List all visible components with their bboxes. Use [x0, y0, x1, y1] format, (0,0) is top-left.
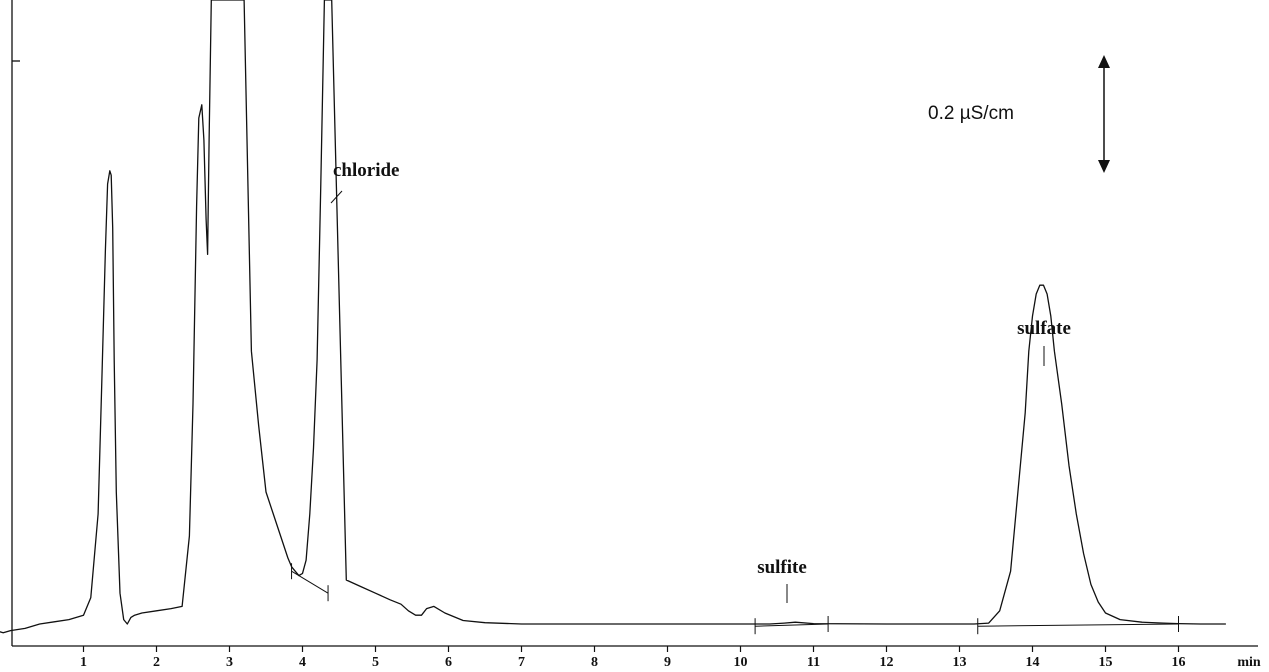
scale-bar-arrow-up-icon — [1098, 55, 1110, 68]
scale-bar-label: 0.2 µS/cm — [928, 103, 1014, 124]
x-tick-label-2: 2 — [153, 655, 160, 670]
scale-bar-arrow-down-icon — [1098, 160, 1110, 173]
x-tick-label-8: 8 — [591, 655, 598, 670]
baseline-segment — [977, 623, 1179, 627]
x-axis-tick-labels: 1 2 3 4 5 6 7 8 9 10 11 12 13 14 15 16 — [80, 655, 1186, 670]
x-tick-label-11: 11 — [807, 655, 820, 670]
baseline-segment — [291, 570, 329, 594]
chromatogram-trace — [0, 0, 1226, 634]
scale-bar: 0.2 µS/cm — [928, 55, 1110, 173]
x-tick-label-7: 7 — [518, 655, 525, 670]
x-tick-label-12: 12 — [880, 655, 894, 670]
x-tick-label-1: 1 — [80, 655, 87, 670]
baseline-segment — [755, 623, 829, 627]
peak-label-sulfite: sulfite — [757, 557, 807, 578]
x-tick-label-6: 6 — [445, 655, 452, 670]
peak-label-chloride: chloride — [333, 160, 400, 181]
x-tick-label-16: 16 — [1172, 655, 1186, 670]
x-tick-label-13: 13 — [953, 655, 967, 670]
x-axis-ticks — [82, 646, 1180, 652]
peak-marker-chloride — [330, 190, 343, 204]
x-tick-label-14: 14 — [1026, 655, 1040, 670]
chart-axes: 1 2 3 4 5 6 7 8 9 10 11 12 13 14 15 16 min — [11, 0, 1261, 670]
x-tick-label-15: 15 — [1099, 655, 1113, 670]
x-axis-unit-label: min — [1237, 655, 1261, 670]
x-tick-label-10: 10 — [734, 655, 748, 670]
x-tick-label-4: 4 — [299, 655, 306, 670]
peak-labels: chloride sulfite sulfate — [330, 160, 1071, 603]
x-tick-label-9: 9 — [664, 655, 671, 670]
x-tick-label-3: 3 — [226, 655, 233, 670]
peak-label-sulfate: sulfate — [1017, 318, 1071, 339]
x-tick-label-5: 5 — [372, 655, 379, 670]
